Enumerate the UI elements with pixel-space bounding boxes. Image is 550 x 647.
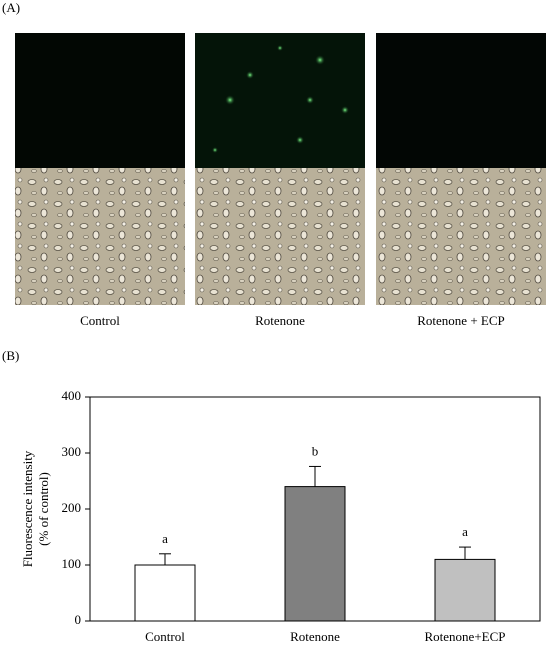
y-label-line: (% of control)	[36, 472, 51, 546]
bar	[134, 564, 196, 622]
annotation: a	[162, 531, 168, 546]
image-control	[15, 33, 185, 305]
y-tick-label: 400	[62, 388, 82, 403]
image-rotenone-ecp	[376, 33, 546, 305]
bar	[434, 558, 496, 622]
y-tick-label: 100	[62, 556, 82, 571]
bar	[284, 486, 346, 622]
caption: Rotenone	[255, 313, 305, 328]
x-tick-label: Rotenone+ECP	[425, 629, 506, 644]
caption: Rotenone + ECP	[417, 313, 505, 328]
image-rotenone	[195, 33, 365, 305]
y-tick-label: 300	[62, 444, 82, 459]
x-tick-label: Control	[145, 629, 185, 644]
y-tick-label: 200	[62, 500, 82, 515]
annotation: a	[462, 524, 468, 539]
annotation: b	[312, 443, 319, 458]
y-label-line: Fluorescence intensity	[20, 450, 35, 567]
caption: Control	[80, 313, 120, 328]
panel-label: (B)	[2, 348, 19, 363]
x-tick-label: Rotenone	[290, 629, 340, 644]
y-axis-label: Fluorescence intensity (% of control)	[20, 450, 51, 567]
panel-label: (A)	[2, 0, 20, 15]
y-tick-label: 0	[75, 612, 82, 627]
